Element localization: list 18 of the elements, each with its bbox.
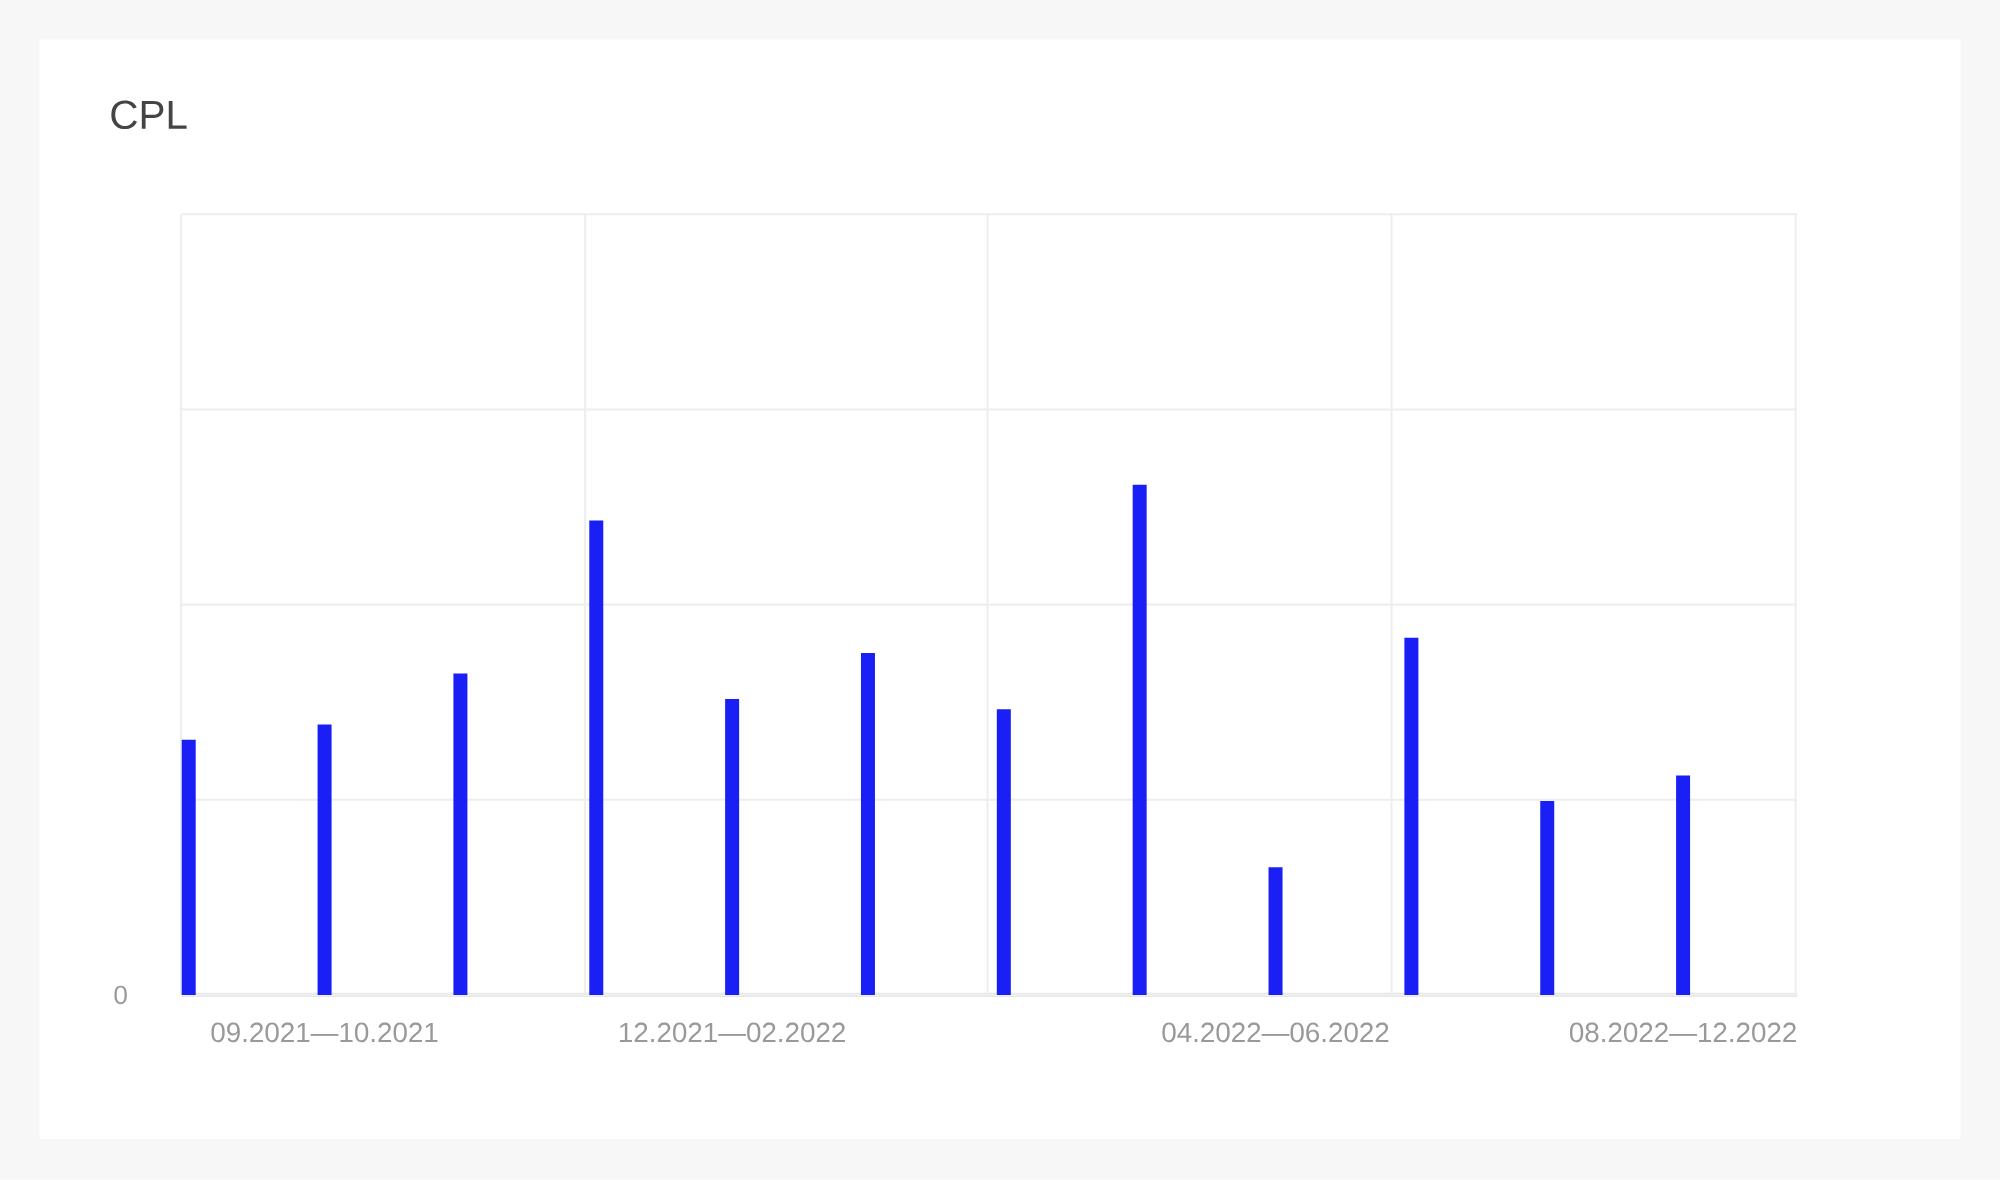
- x-tick-label: 08.2022—12.2022: [1569, 1022, 1796, 1043]
- bar: [1132, 484, 1147, 996]
- bar: [996, 709, 1011, 996]
- bar: [1404, 637, 1419, 996]
- bar: [453, 673, 468, 996]
- x-tick-label: 09.2021—10.2021: [211, 1022, 438, 1043]
- bar: [181, 739, 196, 996]
- x-tick-label: 12.2021—02.2022: [619, 1022, 845, 1043]
- bar: [317, 724, 332, 996]
- bar: [589, 520, 604, 996]
- bar: [1540, 801, 1555, 996]
- text: 0: [114, 985, 127, 1005]
- bar: [1676, 775, 1691, 996]
- chart-title: CPL: [111, 100, 187, 130]
- bar: [860, 653, 875, 996]
- x-tick-label: 04.2022—06.2022: [1162, 1022, 1389, 1043]
- bar: [725, 699, 740, 996]
- bar: [1268, 867, 1283, 996]
